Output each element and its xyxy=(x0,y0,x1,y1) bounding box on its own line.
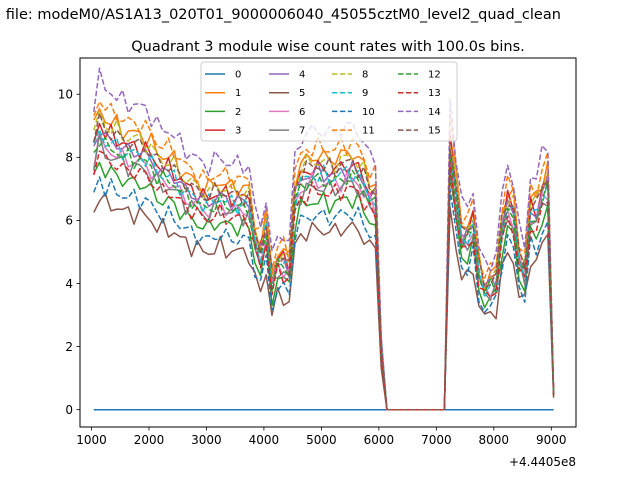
x-tick-label: 1000 xyxy=(76,433,107,447)
x-tick-label: 3000 xyxy=(191,433,222,447)
y-axis-ticks: 0 2 4 6 8 10 xyxy=(58,88,80,417)
series-layer xyxy=(93,67,555,411)
x-axis-ticks: 1000 2000 3000 4000 5000 6000 7000 8000 9000 xyxy=(76,427,567,447)
legend-label-1: 1 xyxy=(235,88,241,99)
y-tick-label: 6 xyxy=(65,214,73,228)
legend-label-11: 11 xyxy=(362,126,375,137)
legend-label-6: 6 xyxy=(299,107,305,118)
x-tick-label: 6000 xyxy=(364,433,395,447)
legend-label-13: 13 xyxy=(428,88,441,99)
y-tick-label: 8 xyxy=(65,151,73,165)
y-tick-label: 0 xyxy=(65,403,73,417)
legend-frame xyxy=(200,61,458,142)
legend-label-9: 9 xyxy=(362,88,368,99)
x-tick-label: 9000 xyxy=(536,433,567,447)
legend-label-10: 10 xyxy=(362,107,375,118)
legend-label-8: 8 xyxy=(362,70,368,81)
chart-title: Quadrant 3 module wise count rates with … xyxy=(131,39,525,55)
legend-label-14: 14 xyxy=(428,107,441,118)
series-line-12 xyxy=(93,136,555,411)
series-line-7 xyxy=(93,133,555,411)
figure-suptitle: n file: modeM0/AS1A13_020T01_9000006040_… xyxy=(0,7,561,23)
legend-label-12: 12 xyxy=(428,70,441,81)
series-line-13 xyxy=(93,150,555,411)
y-tick-label: 10 xyxy=(58,88,73,102)
legend-label-4: 4 xyxy=(299,70,305,81)
y-tick-label: 4 xyxy=(65,277,73,291)
legend-label-0: 0 xyxy=(235,70,241,81)
x-tick-label: 7000 xyxy=(421,433,452,447)
plot-frame xyxy=(79,57,577,428)
series-line-9 xyxy=(93,128,555,411)
legend-label-15: 15 xyxy=(428,126,441,137)
series-line-5 xyxy=(93,192,555,411)
legend-label-2: 2 xyxy=(235,107,241,118)
axes-layer xyxy=(79,57,577,428)
series-line-15 xyxy=(93,112,555,411)
x-tick-label: 4000 xyxy=(249,433,280,447)
x-tick-label: 8000 xyxy=(479,433,510,447)
legend-label-5: 5 xyxy=(299,88,305,99)
x-tick-label: 5000 xyxy=(306,433,337,447)
legend-label-3: 3 xyxy=(235,126,241,137)
x-tick-label: 2000 xyxy=(134,433,165,447)
x-axis-offset-label: +4.4405e8 xyxy=(509,455,576,469)
series-line-10 xyxy=(93,176,555,411)
legend-label-7: 7 xyxy=(299,126,305,137)
y-tick-label: 2 xyxy=(65,340,73,354)
series-line-11 xyxy=(93,101,555,411)
